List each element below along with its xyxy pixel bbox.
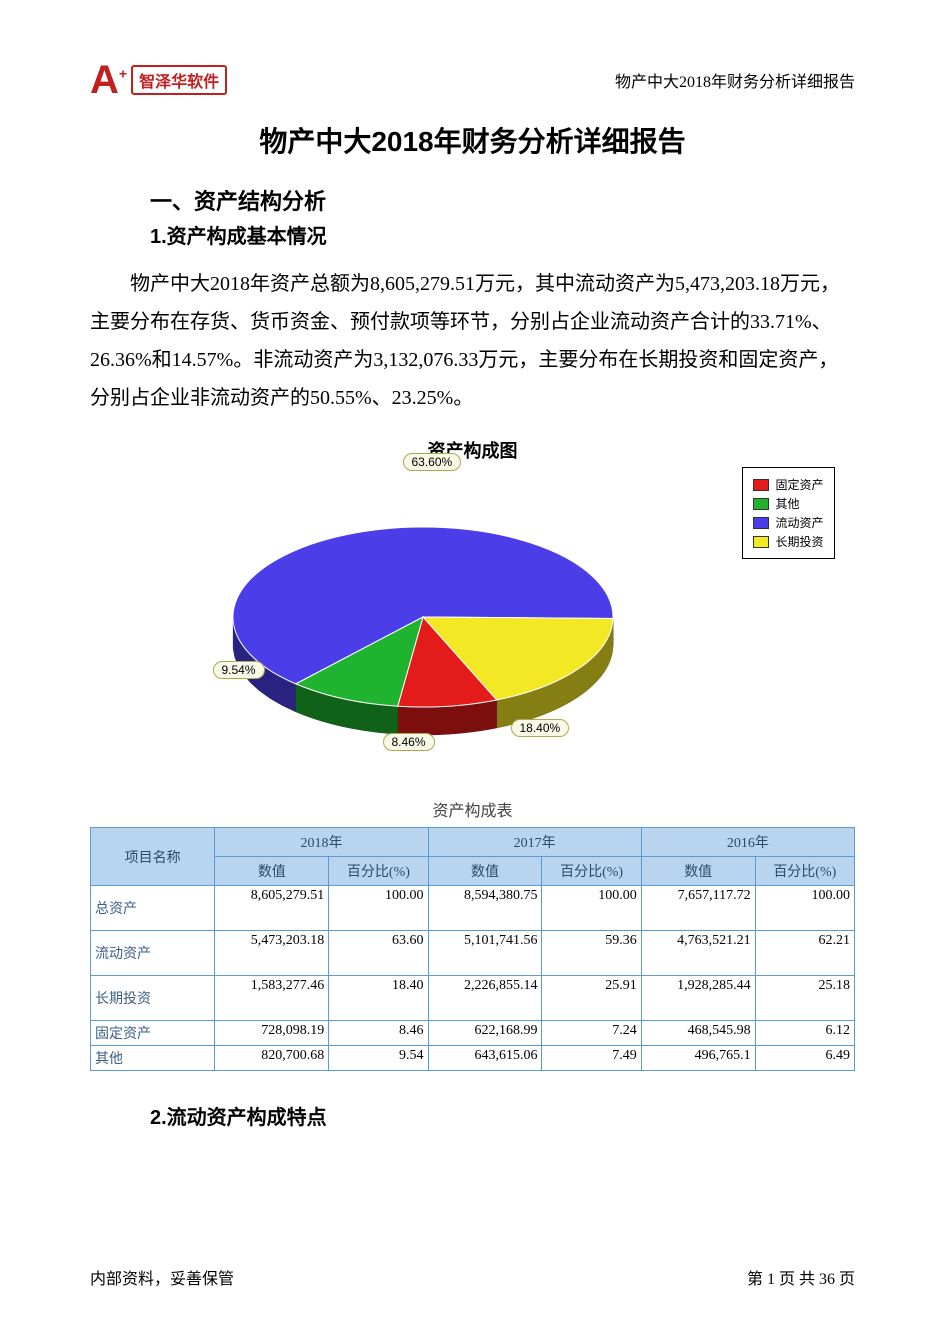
- table-cell: 8.46: [329, 1021, 428, 1046]
- body-paragraph: 物产中大2018年资产总额为8,605,279.51万元，其中流动资产为5,47…: [90, 265, 855, 417]
- table-cell: 7,657,117.72: [641, 886, 755, 931]
- table-cell: 7.24: [542, 1021, 641, 1046]
- footer: 内部资料，妥善保管 第 1 页 共 36 页: [90, 1265, 855, 1289]
- table-cell: 468,545.98: [641, 1021, 755, 1046]
- chart-legend: 固定资产 其他 流动资产 长期投资: [742, 467, 834, 559]
- legend-item: 长期投资: [753, 533, 823, 550]
- logo-text: 智泽华软件: [131, 65, 227, 95]
- table-cell: 728,098.19: [215, 1021, 329, 1046]
- col-header-year: 2018年: [215, 828, 428, 857]
- table-cell: 820,700.68: [215, 1046, 329, 1071]
- footer-right: 第 1 页 共 36 页: [747, 1265, 855, 1289]
- table-cell: 5,101,741.56: [428, 931, 542, 976]
- subsection-heading-2: 2.流动资产构成特点: [150, 1101, 855, 1130]
- table-cell: 2,226,855.14: [428, 976, 542, 1021]
- col-header-item: 项目名称: [91, 828, 215, 886]
- table-cell: 1,928,285.44: [641, 976, 755, 1021]
- section-heading: 一、资产结构分析: [150, 184, 855, 216]
- legend-label: 流动资产: [775, 514, 823, 531]
- table-cell: 8,605,279.51: [215, 886, 329, 931]
- pie-label-other: 9.54%: [213, 661, 265, 679]
- table-cell: 5,473,203.18: [215, 931, 329, 976]
- legend-swatch: [753, 536, 769, 548]
- pie-chart-svg: [163, 447, 683, 767]
- logo-icon: A+: [90, 60, 127, 100]
- table-caption: 资产构成表: [90, 797, 855, 821]
- table-cell: 622,168.99: [428, 1021, 542, 1046]
- table-cell: 1,583,277.46: [215, 976, 329, 1021]
- page: A+ 智泽华软件 物产中大2018年财务分析详细报告 物产中大2018年财务分析…: [0, 0, 945, 1337]
- table-cell: 100.00: [329, 886, 428, 931]
- table-cell: 8,594,380.75: [428, 886, 542, 931]
- pie-label-fixed: 8.46%: [383, 733, 435, 751]
- table-cell: 9.54: [329, 1046, 428, 1071]
- table-cell: 7.49: [542, 1046, 641, 1071]
- table-cell: 6.49: [755, 1046, 854, 1071]
- table-cell: 100.00: [542, 886, 641, 931]
- table-body: 总资产8,605,279.51100.008,594,380.75100.007…: [91, 886, 855, 1071]
- table-cell: 18.40: [329, 976, 428, 1021]
- subsection-heading-1: 1.资产构成基本情况: [150, 220, 855, 249]
- table-header: 项目名称 2018年 2017年 2016年 数值 百分比(%) 数值 百分比(…: [91, 828, 855, 886]
- logo: A+ 智泽华软件: [90, 60, 227, 100]
- row-label: 长期投资: [91, 976, 215, 1021]
- row-label: 其他: [91, 1046, 215, 1071]
- table-cell: 25.91: [542, 976, 641, 1021]
- table-cell: 4,763,521.21: [641, 931, 755, 976]
- footer-left: 内部资料，妥善保管: [90, 1265, 234, 1289]
- legend-swatch: [753, 479, 769, 491]
- table-cell: 25.18: [755, 976, 854, 1021]
- row-label: 总资产: [91, 886, 215, 931]
- col-sub-value: 数值: [215, 857, 329, 886]
- col-sub-percent: 百分比(%): [542, 857, 641, 886]
- table-cell: 6.12: [755, 1021, 854, 1046]
- pie-label-longterm: 18.40%: [511, 719, 570, 737]
- legend-swatch: [753, 498, 769, 510]
- table-cell: 643,615.06: [428, 1046, 542, 1071]
- row-label: 固定资产: [91, 1021, 215, 1046]
- table-cell: 63.60: [329, 931, 428, 976]
- col-sub-value: 数值: [641, 857, 755, 886]
- legend-label: 固定资产: [775, 476, 823, 493]
- header-right-text: 物产中大2018年财务分析详细报告: [615, 68, 855, 92]
- row-label: 流动资产: [91, 931, 215, 976]
- legend-swatch: [753, 517, 769, 529]
- table-cell: 62.21: [755, 931, 854, 976]
- col-sub-value: 数值: [428, 857, 542, 886]
- table-cell: 59.36: [542, 931, 641, 976]
- table-row: 其他820,700.689.54643,615.067.49496,765.16…: [91, 1046, 855, 1071]
- legend-label: 其他: [775, 495, 799, 512]
- col-sub-percent: 百分比(%): [329, 857, 428, 886]
- table-cell: 496,765.1: [641, 1046, 755, 1071]
- legend-label: 长期投资: [775, 533, 823, 550]
- col-header-year: 2017年: [428, 828, 641, 857]
- table-row: 长期投资1,583,277.4618.402,226,855.1425.911,…: [91, 976, 855, 1021]
- col-sub-percent: 百分比(%): [755, 857, 854, 886]
- legend-item: 流动资产: [753, 514, 823, 531]
- asset-composition-table: 项目名称 2018年 2017年 2016年 数值 百分比(%) 数值 百分比(…: [90, 827, 855, 1071]
- table-cell: 100.00: [755, 886, 854, 931]
- legend-item: 其他: [753, 495, 823, 512]
- table-row: 流动资产5,473,203.1863.605,101,741.5659.364,…: [91, 931, 855, 976]
- document-title: 物产中大2018年财务分析详细报告: [90, 120, 855, 160]
- asset-pie-chart: 资产构成图 63.60% 18.40% 8.46% 9.54% 固定资产 其他 …: [103, 437, 843, 777]
- table-row: 总资产8,605,279.51100.008,594,380.75100.007…: [91, 886, 855, 931]
- col-header-year: 2016年: [641, 828, 854, 857]
- table-row: 固定资产728,098.198.46622,168.997.24468,545.…: [91, 1021, 855, 1046]
- header: A+ 智泽华软件 物产中大2018年财务分析详细报告: [90, 60, 855, 100]
- legend-item: 固定资产: [753, 476, 823, 493]
- pie-label-current: 63.60%: [403, 453, 462, 471]
